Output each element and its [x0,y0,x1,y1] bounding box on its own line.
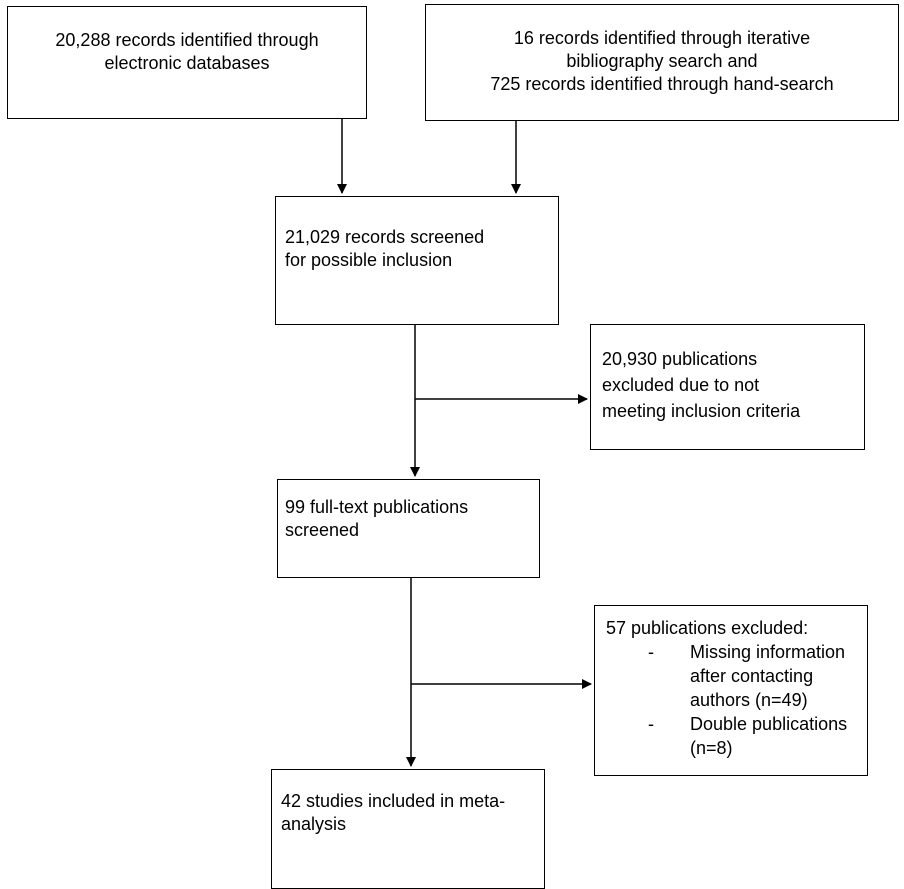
box-excluded-screening-line: excluded due to not [602,375,760,395]
box-databases-line: electronic databases [104,53,270,73]
exclusion-reason-item: - Double publications (n=8) [606,712,867,760]
box-excluded-screening-line: meeting inclusion criteria [602,401,801,421]
box-other-sources-line: 725 records identified through hand-sear… [490,74,834,94]
exclusion-reason-line: after contacting [690,666,814,686]
box-fulltext: 99 full-text publications screened [277,479,540,578]
box-included: 42 studies included in meta- analysis [271,769,545,889]
box-included-line: analysis [281,814,347,834]
box-other-sources-line: bibliography search and [566,51,758,71]
exclusion-reasons-list: - Missing information after contacting a… [606,640,867,760]
box-excluded-fulltext: 57 publications excluded: - Missing info… [594,605,868,776]
exclusion-reason-line: (n=8) [690,738,733,758]
exclusion-reason-line: Double publications [690,714,848,734]
box-screened-line: for possible inclusion [285,250,453,270]
box-fulltext-line: 99 full-text publications [285,497,469,517]
box-other-sources: 16 records identified through iterative … [425,4,899,121]
exclusion-reason-item: - Missing information after contacting a… [606,640,867,712]
exclusion-reason-line: Missing information [690,642,846,662]
box-excluded-screening-line: 20,930 publications [602,349,758,369]
box-databases-line: 20,288 records identified through [55,30,319,50]
box-excluded-screening: 20,930 publications excluded due to not … [590,324,865,450]
box-screened: 21,029 records screened for possible inc… [275,196,559,325]
list-bullet: - [648,642,654,662]
box-included-line: 42 studies included in meta- [281,791,506,811]
box-excluded-fulltext-heading: 57 publications excluded: [606,618,809,638]
list-bullet: - [648,714,654,734]
box-fulltext-line: screened [285,520,360,540]
box-other-sources-line: 16 records identified through iterative [513,28,811,48]
box-databases: 20,288 records identified through electr… [7,6,367,119]
exclusion-reason-line: authors (n=49) [690,690,808,710]
box-screened-line: 21,029 records screened [285,227,485,247]
